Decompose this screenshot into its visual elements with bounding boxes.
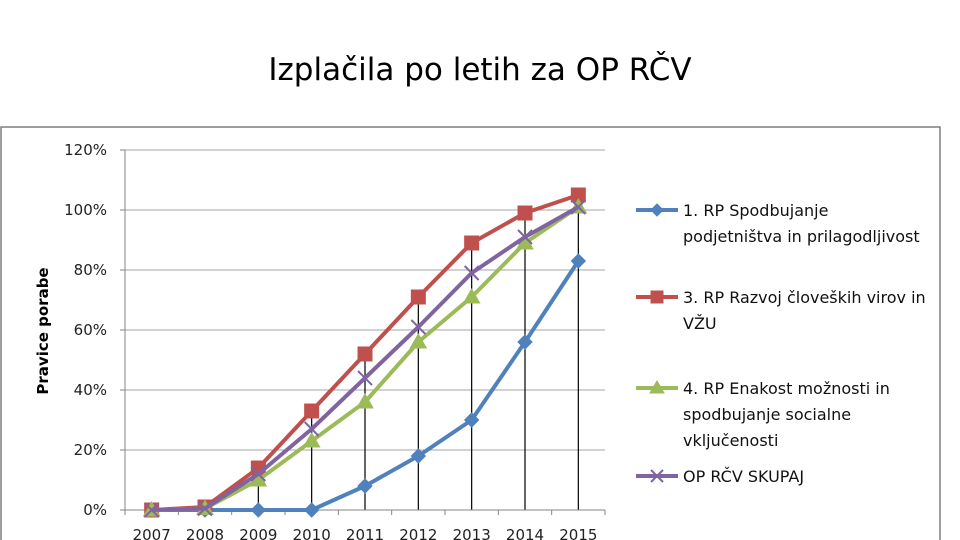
slide-title: Izplačila po letih za OP RČV [268,52,692,88]
x-tick-label: 2012 [399,526,437,540]
data-point [303,502,320,518]
x-tick-label: 2007 [133,526,171,540]
legend-label: vključenosti [683,431,778,450]
legend-item-2: 3. RP Razvoj človeških virov in VŽU [636,288,926,333]
data-point [517,334,533,350]
x-marker [650,469,664,483]
y-tick-label: 100% [64,201,107,219]
x-tick-label: 2010 [293,526,331,540]
data-point [409,332,428,349]
data-point [356,392,374,409]
x-marker-stroke [357,370,373,386]
legend-label: 3. RP Razvoj človeških virov in [683,288,926,307]
x-marker-stroke [197,500,213,517]
x-tick-label: 2011 [346,526,384,540]
legend-label: 1. RP Spodbujanje [683,201,828,220]
data-point [463,265,480,281]
legend-label: spodbujanje socialne [683,405,851,424]
y-tick-label: 60% [74,321,107,339]
x-marker-stroke [250,466,267,482]
data-point [250,466,267,482]
legend-item-4: OP RČV SKUPAJ [636,467,804,486]
x-marker-stroke [650,469,664,483]
x-marker-stroke [517,229,533,245]
data-point [463,412,480,428]
x-marker-stroke [463,265,480,281]
data-point [143,502,160,518]
chart-border [0,126,941,540]
data-point [250,502,267,518]
y-axis-label: Pravice porabe [34,267,52,394]
series-4 [143,199,587,518]
data-point [302,431,321,448]
data-point [410,289,426,305]
y-tick-label: 40% [74,381,107,399]
legend-item-1: 1. RP Spodbujanje podjetništva in prilago… [636,201,920,246]
square-marker [650,290,664,304]
data-point [570,253,587,269]
data-point [304,403,320,419]
y-tick-label: 120% [64,141,107,159]
data-point [464,235,480,251]
x-tick-label: 2008 [186,526,224,540]
y-tick-label: 80% [74,261,107,279]
series [142,187,588,518]
legend-label: OP RČV SKUPAJ [683,467,804,486]
legend-item-3: 4. RP Enakost možnosti in spodbujanje soc… [636,379,890,450]
legend-label: 4. RP Enakost možnosti in [683,379,890,398]
x-tick-label: 2015 [559,526,597,540]
data-point [462,287,481,304]
chart-area: 0% 20% 40% 60% 80% 100% 120% 2007 2008 2009 2010 20… [0,126,960,540]
diamond-marker [650,203,664,217]
x-tick-label: 2009 [239,526,277,540]
data-point [303,421,320,437]
x-marker-stroke [410,319,427,335]
x-marker-stroke [570,199,587,215]
x-marker-stroke [143,502,160,518]
data-point [570,199,587,215]
x-tick-label: 2014 [506,526,544,540]
data-point [517,205,533,221]
data-point [357,478,373,494]
data-point [357,370,373,386]
legend-label: podjetništva in prilagodljivost [683,227,920,246]
x-marker-stroke [303,421,320,437]
legend-label: VŽU [683,314,717,333]
data-point [197,500,213,517]
data-point [410,319,427,335]
line-chart: 0% 20% 40% 60% 80% 100% 120% 2007 2008 2009 2010 20… [0,126,941,540]
x-tick-label: 2013 [453,526,491,540]
data-point [357,346,373,362]
data-point [517,229,533,245]
y-tick-label: 0% [83,501,107,519]
y-tick-label: 20% [74,441,107,459]
data-point [410,448,427,464]
triangle-marker [649,380,665,394]
legend: 1. RP Spodbujanje podjetništva in prilago… [636,201,926,486]
